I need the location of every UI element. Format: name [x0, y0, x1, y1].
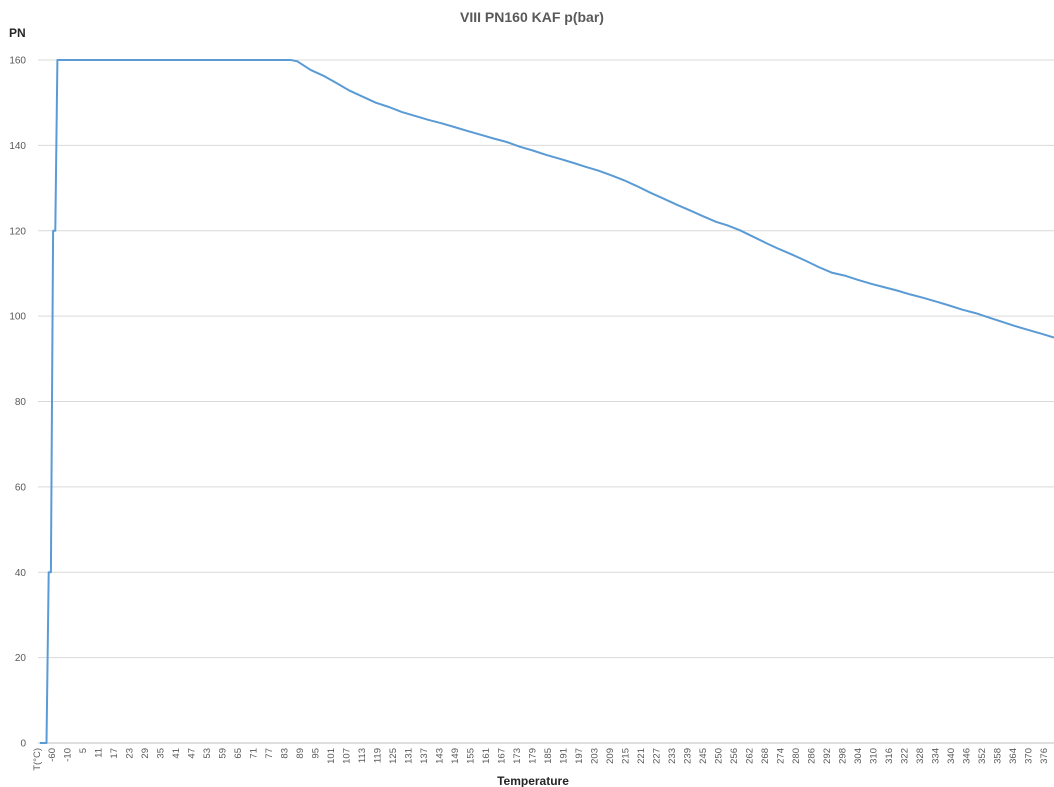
x-tick-label: 77	[264, 748, 275, 759]
x-axis-ticks: T(°C) -60 -10 5 11 17 23 29 35 41 47 53 59 65 71 77 83 89…	[32, 748, 1050, 771]
x-tick-label: 95	[311, 748, 322, 759]
x-tick-label: 286	[807, 748, 818, 764]
x-tick-label: 5	[78, 748, 89, 753]
y-tick-label: 60	[15, 482, 27, 493]
series-line-0	[40, 59, 1054, 744]
y-tick-label: 0	[20, 739, 26, 750]
x-tick-label: 167	[497, 748, 508, 764]
y-tick-label: 20	[15, 653, 27, 664]
x-tick-label: 101	[326, 748, 337, 764]
x-tick-label: 29	[140, 748, 151, 759]
x-tick-label: 53	[202, 748, 213, 759]
x-tick-label: 197	[574, 748, 585, 764]
x-axis-label: Temperature	[497, 774, 569, 787]
x-tick-label: 298	[838, 748, 849, 764]
x-tick-label: 59	[218, 748, 229, 759]
x-tick-label: 227	[652, 748, 663, 764]
series-layer	[40, 59, 1054, 744]
x-tick-label: 179	[528, 748, 539, 764]
x-tick-label: 137	[419, 748, 430, 764]
x-tick-label: 89	[295, 748, 306, 759]
x-tick-label: 221	[636, 748, 647, 764]
x-tick-label: 191	[559, 748, 570, 764]
x-tick-label: 203	[590, 748, 601, 764]
x-tick-label: 11	[94, 748, 105, 758]
x-tick-label: 113	[357, 748, 368, 763]
x-tick-label: 209	[605, 748, 616, 764]
x-tick-label: 125	[388, 748, 399, 764]
x-tick-label: -60	[47, 748, 58, 762]
x-tick-label: 346	[962, 748, 973, 764]
y-tick-label: 40	[15, 568, 27, 579]
x-tick-label: 328	[915, 748, 926, 764]
x-tick-label: 334	[931, 748, 942, 764]
y-tick-label: 120	[9, 226, 26, 237]
x-tick-label: 23	[125, 748, 136, 759]
x-tick-label: 292	[822, 748, 833, 764]
x-tick-label: 107	[342, 748, 353, 764]
x-tick-label: 47	[187, 748, 198, 759]
x-tick-label: 370	[1024, 748, 1035, 764]
x-header-label: T(°C)	[32, 748, 43, 771]
y-tick-label: 80	[15, 397, 27, 408]
y-axis-ticks: 0 20 40 60 80 100 120 140 160	[9, 56, 26, 750]
x-tick-label: 185	[543, 748, 554, 764]
y-tick-label: 100	[9, 312, 26, 323]
x-tick-label: 17	[109, 748, 120, 759]
x-tick-label: 256	[729, 748, 740, 764]
x-tick-label: 310	[869, 748, 880, 764]
x-tick-label: 65	[233, 748, 244, 759]
x-tick-label: 41	[171, 748, 182, 759]
y-axis-label: PN	[9, 26, 26, 40]
y-tick-label: 160	[9, 56, 26, 67]
gridlines	[38, 59, 1054, 744]
x-tick-label: 71	[249, 748, 260, 759]
x-tick-label: 250	[714, 748, 725, 764]
x-tick-label: -10	[63, 748, 74, 762]
x-tick-label: 274	[776, 748, 787, 764]
x-tick-label: 131	[404, 748, 415, 764]
x-tick-label: 83	[280, 748, 291, 759]
x-tick-label: 280	[791, 748, 802, 764]
x-tick-label: 173	[512, 748, 523, 764]
x-tick-label: 215	[621, 748, 632, 764]
x-tick-label: 268	[760, 748, 771, 764]
x-tick-label: 161	[481, 748, 492, 764]
x-tick-label: 340	[946, 748, 957, 764]
y-tick-label: 140	[9, 141, 26, 152]
x-tick-label: 233	[667, 748, 678, 764]
chart-title: VIII PN160 KAF p(bar)	[460, 9, 604, 25]
x-tick-label: 352	[977, 748, 988, 764]
x-tick-label: 364	[1008, 748, 1019, 764]
x-tick-label: 322	[900, 748, 911, 764]
x-tick-label: 376	[1039, 748, 1050, 764]
x-tick-label: 358	[993, 748, 1004, 764]
x-tick-label: 304	[853, 748, 864, 764]
x-tick-label: 155	[466, 748, 477, 764]
x-tick-label: 149	[450, 748, 461, 764]
x-tick-label: 119	[373, 748, 384, 763]
x-tick-label: 245	[698, 748, 709, 764]
x-tick-label: 316	[884, 748, 895, 764]
x-tick-label: 239	[683, 748, 694, 764]
x-tick-label: 35	[156, 748, 167, 759]
x-tick-label: 143	[435, 748, 446, 764]
x-tick-label: 262	[745, 748, 756, 764]
